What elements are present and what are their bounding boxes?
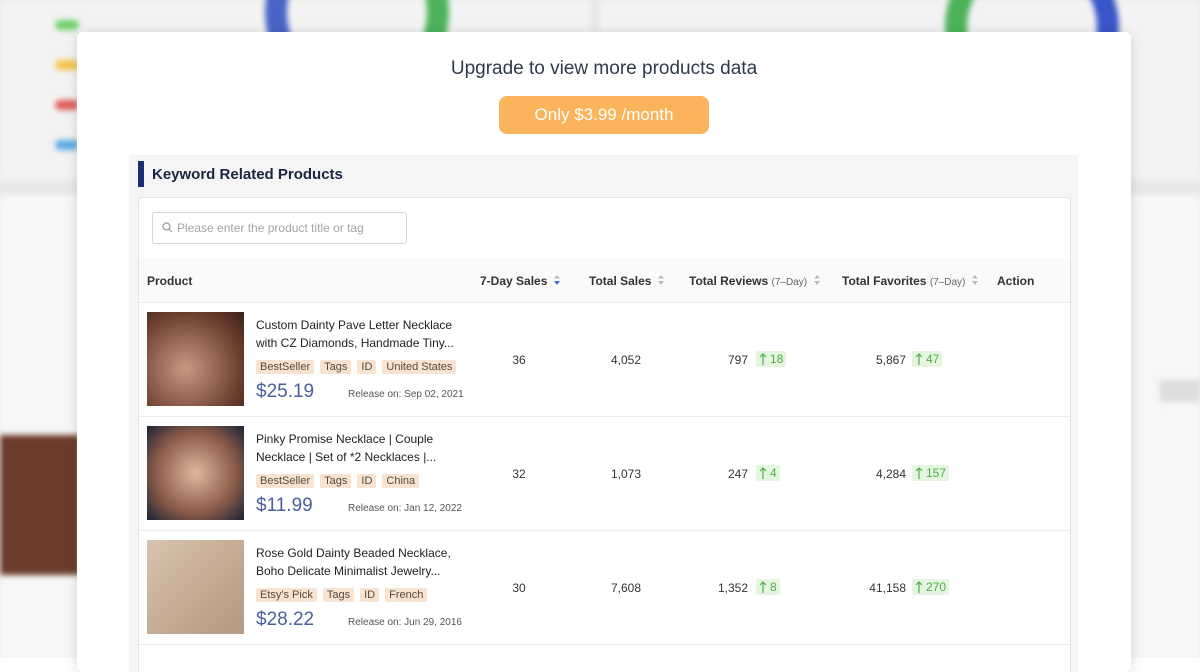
favorites-change: 270 — [912, 579, 950, 595]
up-arrow — [915, 353, 923, 365]
product-row: Pinky Promise Necklace | Couple Necklace… — [139, 417, 1070, 531]
product-price: $28.22 — [256, 609, 315, 630]
total-reviews: 797 — [727, 353, 748, 367]
total-favorites: 5,867 — [875, 353, 906, 367]
reviews-change-value: 18 — [770, 352, 784, 366]
up-arrow — [759, 467, 767, 479]
column-label: Product — [147, 274, 193, 288]
product-tag: China — [382, 474, 420, 488]
total-reviews: 1,352 — [717, 581, 748, 595]
sort-icon[interactable] — [813, 274, 821, 286]
product-price: $11.99 — [256, 495, 313, 516]
seven-day-sales: 36 — [512, 353, 526, 367]
background-image — [0, 435, 80, 575]
table-card: Please enter the product title or tag Pr… — [138, 197, 1071, 672]
up-arrow — [759, 581, 767, 593]
product-tag: Tags — [320, 360, 352, 374]
product-tag: Etsy's Pick — [256, 588, 317, 602]
legend-swatch — [55, 20, 79, 30]
total-reviews: 247 — [727, 467, 748, 481]
product-title[interactable]: Pinky Promise Necklace | Couple Necklace… — [256, 432, 437, 464]
reviews-change: 8 — [756, 579, 780, 595]
tag-list: BestSeller Tags ID United States — [256, 357, 462, 375]
column-label: Total Favorites — [842, 274, 927, 288]
total-favorites: 4,284 — [875, 467, 906, 481]
product-tag: BestSeller — [256, 360, 315, 374]
release-date: Release on: Jun 29, 2016 — [348, 617, 462, 628]
seven-day-sales: 30 — [512, 581, 526, 595]
legend-swatch — [55, 100, 79, 110]
product-tag: ID — [360, 588, 380, 602]
search-icon — [162, 222, 173, 233]
favorites-change: 47 — [912, 351, 943, 367]
reviews-change-value: 4 — [770, 466, 777, 480]
product-title[interactable]: Rose Gold Dainty Beaded Necklace, Boho D… — [256, 546, 451, 578]
column-sublabel: (7–Day) — [771, 277, 808, 288]
product-image — [147, 426, 244, 520]
background-button — [1160, 380, 1200, 402]
column-sublabel: (7–Day) — [929, 277, 966, 288]
column-label: Action — [997, 274, 1035, 288]
upgrade-modal: Upgrade to view more products data Only … — [77, 32, 1131, 672]
favorites-change-value: 157 — [926, 466, 947, 480]
column-header: Total Favorites (7–Day) — [842, 274, 979, 288]
product-tag: Tags — [322, 588, 355, 602]
total-sales: 1,073 — [610, 467, 642, 481]
total-sales: 7,608 — [610, 581, 642, 595]
column-label: Total Reviews — [689, 274, 769, 288]
product-price: $25.19 — [256, 381, 315, 402]
favorites-change-value: 270 — [926, 580, 947, 594]
reviews-change: 4 — [756, 465, 780, 481]
product-tag: ID — [357, 360, 377, 374]
product-tag: Tags — [320, 474, 352, 488]
up-arrow — [759, 353, 767, 365]
reviews-change: 18 — [756, 351, 787, 367]
upgrade-button[interactable]: Only $3.99 /month — [499, 96, 709, 134]
column-header: Product — [147, 274, 192, 288]
release-date: Release on: Sep 02, 2021 — [348, 389, 464, 400]
column-header: Total Reviews (7–Day) — [689, 274, 821, 288]
product-tag: United States — [382, 360, 457, 374]
product-title[interactable]: Custom Dainty Pave Letter Necklace with … — [256, 318, 454, 350]
column-label: 7-Day Sales — [480, 274, 548, 288]
product-image — [147, 312, 244, 406]
column-header: Total Sales — [589, 274, 665, 288]
sort-icon[interactable] — [971, 274, 979, 286]
table-header: Product 7-Day Sales Total Sales Total Revie… — [139, 258, 1070, 303]
up-arrow — [915, 581, 923, 593]
total-favorites: 41,158 — [869, 581, 906, 595]
legend-swatch — [55, 140, 79, 150]
modal-title: Upgrade to view more products data — [450, 58, 758, 79]
seven-day-sales: 32 — [512, 467, 526, 481]
up-arrow — [915, 467, 923, 479]
product-tag: BestSeller — [256, 474, 315, 488]
sort-icon[interactable] — [657, 274, 665, 286]
search-input[interactable]: Please enter the product title or tag — [152, 212, 407, 244]
favorites-change-value: 47 — [926, 352, 940, 366]
favorites-change: 157 — [912, 465, 950, 481]
legend-swatch — [55, 60, 79, 70]
products-panel: Keyword Related Products Please enter th… — [129, 155, 1078, 672]
column-header: 7-Day Sales — [480, 274, 561, 288]
product-tag: ID — [357, 474, 377, 488]
column-label: Total Sales — [589, 274, 652, 288]
panel-title: Keyword Related Products — [152, 166, 343, 183]
title-accent — [138, 161, 144, 187]
total-sales: 4,052 — [610, 353, 642, 367]
product-tag: French — [385, 588, 428, 602]
tag-list: Etsy's Pick Tags ID French — [256, 585, 433, 603]
tag-list: BestSeller Tags ID China — [256, 471, 425, 489]
release-date: Release on: Jan 12, 2022 — [348, 503, 462, 514]
search-placeholder: Please enter the product title or tag — [177, 221, 364, 235]
product-image — [147, 540, 244, 634]
reviews-change-value: 8 — [770, 580, 777, 594]
product-row: Rose Gold Dainty Beaded Necklace, Boho D… — [139, 531, 1070, 645]
product-row: Custom Dainty Pave Letter Necklace with … — [139, 303, 1070, 417]
column-header: Action — [997, 274, 1034, 288]
sort-icon[interactable] — [553, 274, 561, 286]
